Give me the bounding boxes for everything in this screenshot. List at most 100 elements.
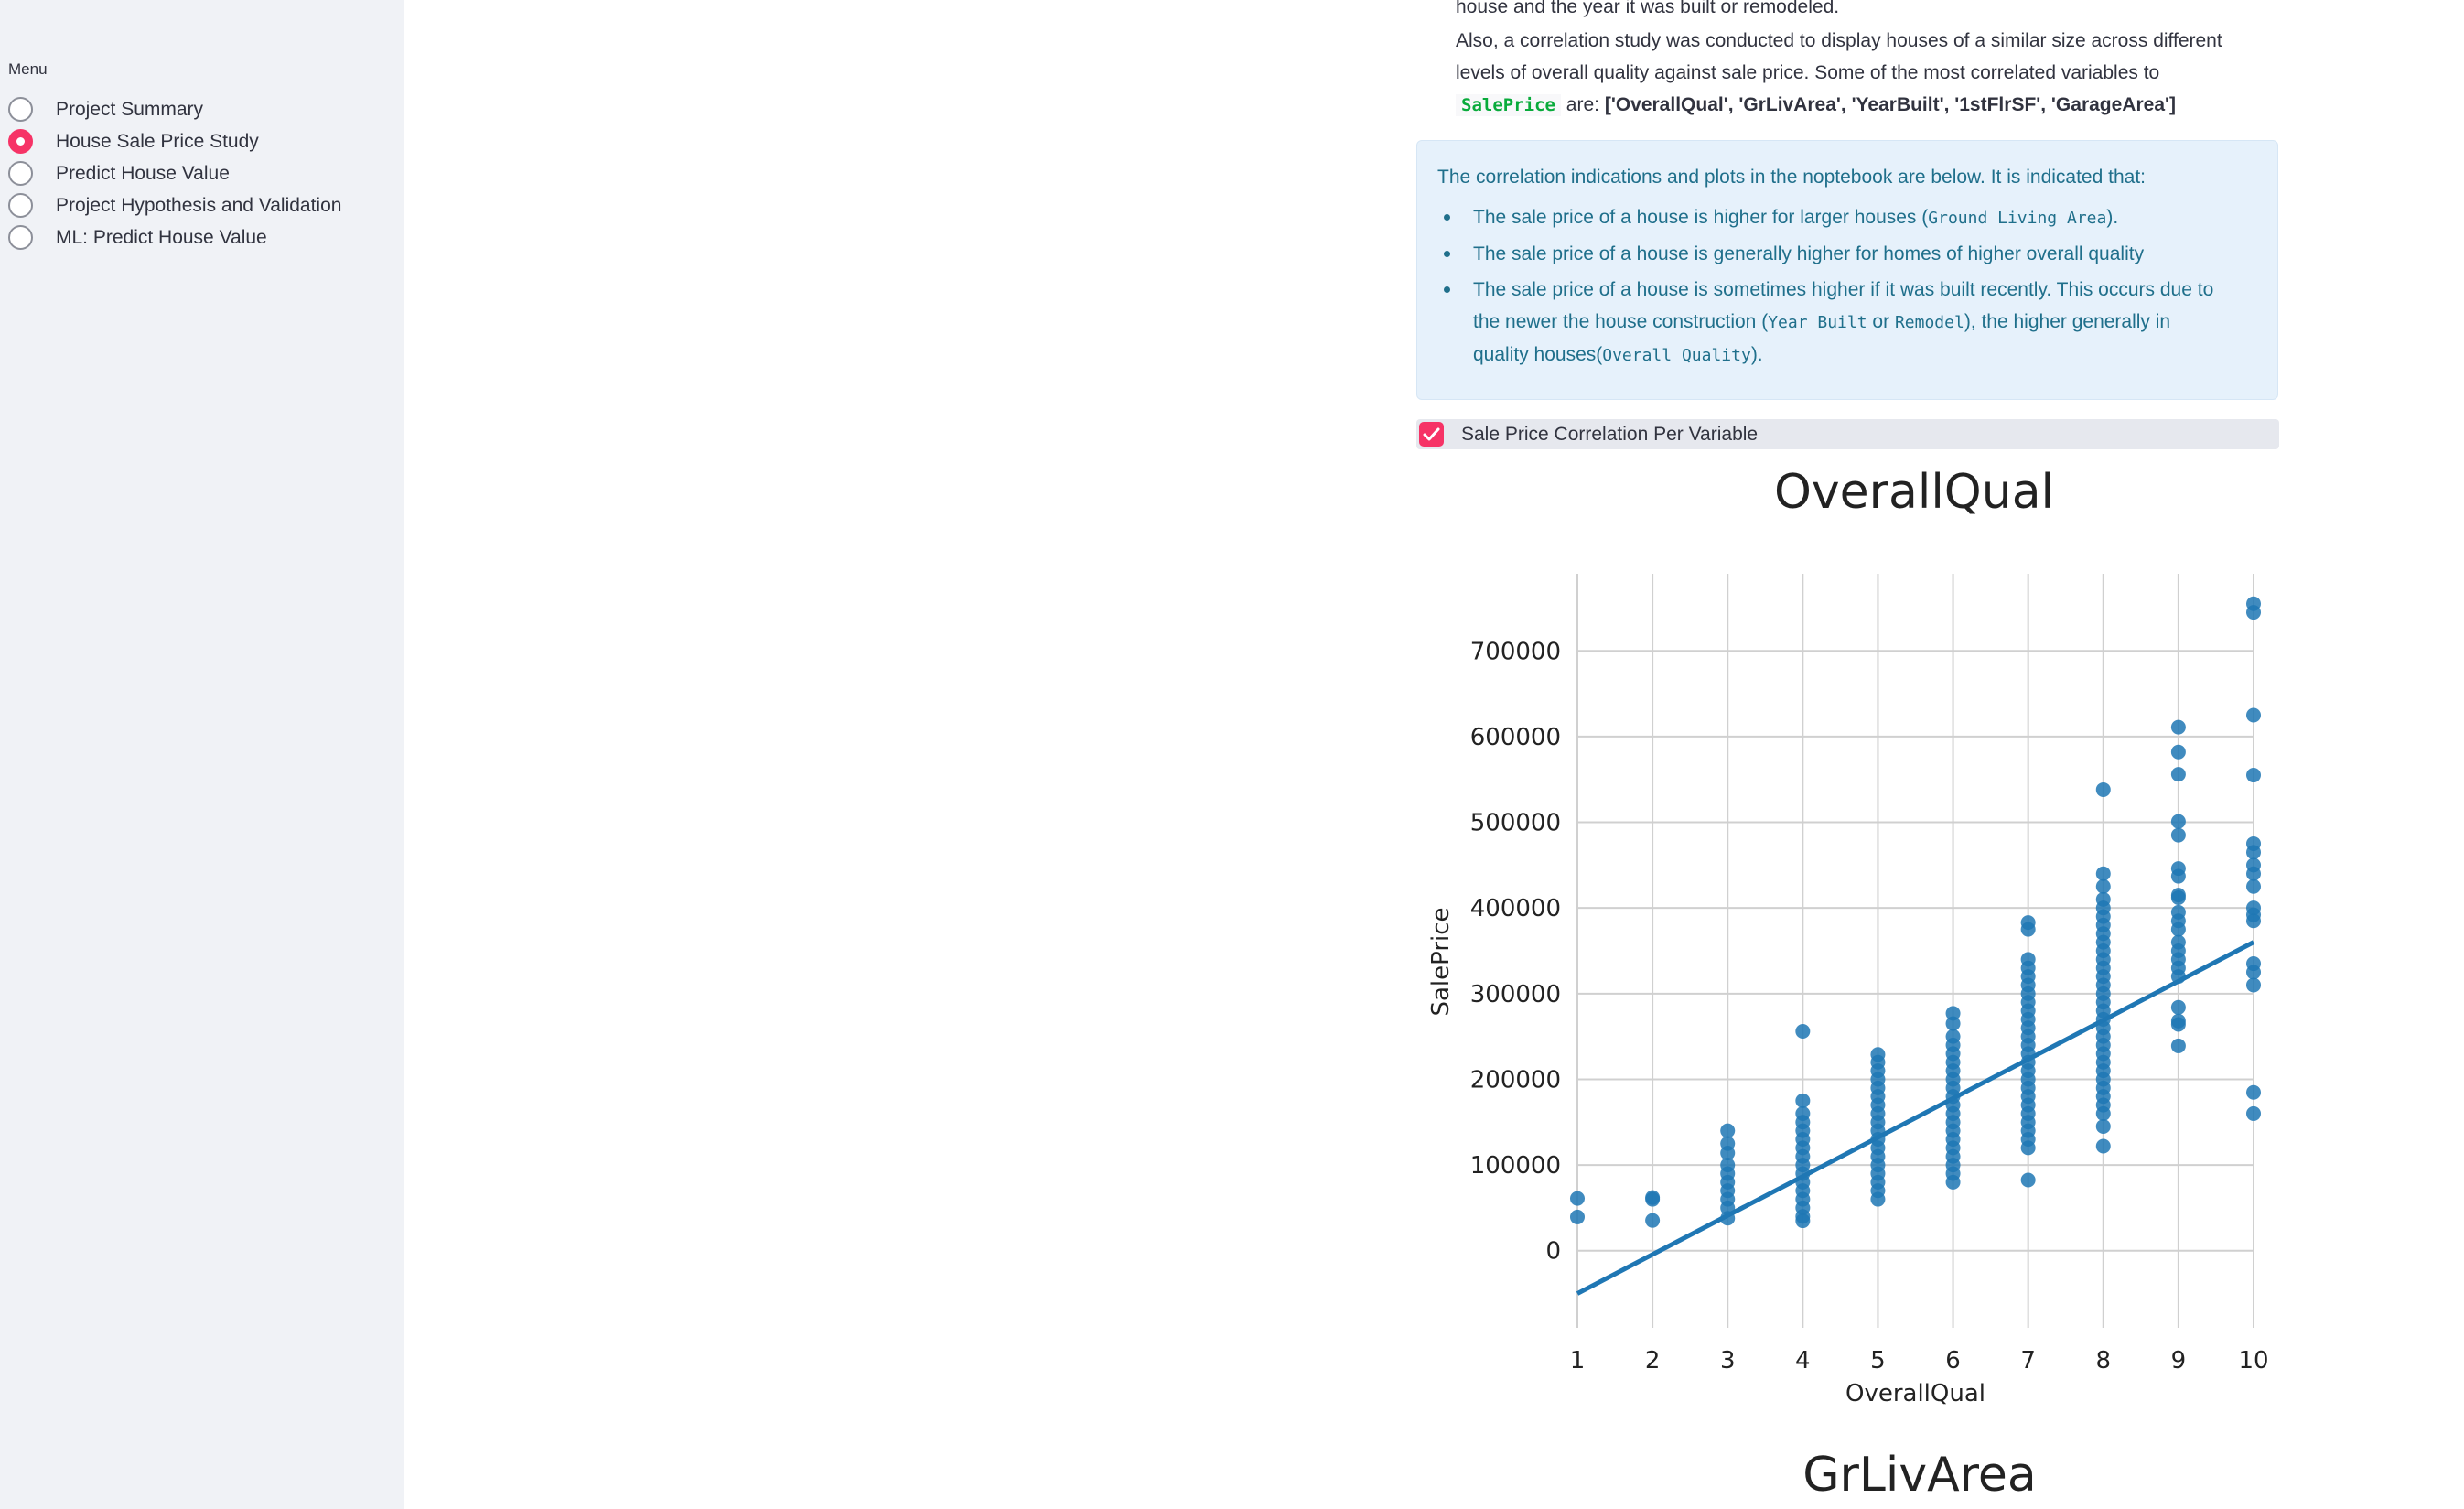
checkbox-label: Sale Price Correlation Per Variable	[1461, 423, 1759, 445]
menu-item-house-sale-price-study[interactable]: House Sale Price Study	[8, 125, 341, 157]
x-tick-label: 5	[1870, 1347, 1886, 1374]
info-item3-line3-end: ).	[1750, 344, 1763, 365]
inline-code: Year Built	[1768, 313, 1867, 332]
data-point	[2170, 719, 2186, 735]
data-point	[1645, 1190, 1661, 1205]
y-tick-label: 600000	[1470, 724, 1561, 751]
x-tick-label: 8	[2096, 1347, 2112, 1374]
info-item1-end: ).	[2106, 207, 2119, 228]
list-item: Also, a correlation study was conducted …	[1416, 25, 2280, 122]
data-point	[2095, 1118, 2111, 1134]
data-point	[2095, 1138, 2111, 1154]
data-point	[2095, 866, 2111, 881]
data-point	[1795, 1213, 1811, 1229]
sidebar: Menu Project Summary House Sale Price St…	[0, 0, 404, 1509]
regression-line	[1576, 940, 2255, 1296]
y-tick-label: 200000	[1470, 1066, 1561, 1094]
x-tick-label: 7	[2020, 1347, 2036, 1374]
inline-code: Ground Living Area	[1928, 209, 2107, 228]
data-point	[2170, 767, 2186, 782]
menu-item-label: ML: Predict House Value	[56, 226, 267, 248]
menu-radio-group: Project Summary House Sale Price Study P…	[8, 93, 341, 253]
info-item2-text: The sale price of a house is generally h…	[1473, 243, 2145, 264]
y-tick-label: 500000	[1470, 810, 1561, 837]
data-point	[1570, 1191, 1585, 1206]
y-tick-label: 0	[1545, 1238, 1561, 1266]
data-point	[2020, 1140, 2036, 1156]
correlation-bullet-list: Also, a correlation study was conducted …	[1416, 25, 2280, 122]
data-point	[1945, 1016, 1961, 1031]
info-intro-text: The correlation indications and plots in…	[1437, 167, 2146, 188]
radio-unchecked-icon[interactable]	[8, 193, 33, 218]
y-tick-label: 400000	[1470, 895, 1561, 922]
inline-code: Remodel	[1894, 313, 1964, 332]
data-point	[2246, 965, 2261, 980]
data-point	[1795, 1024, 1811, 1040]
radio-unchecked-icon[interactable]	[8, 161, 33, 186]
data-point	[2170, 999, 2186, 1015]
x-tick-label: 6	[1945, 1347, 1961, 1374]
data-point	[2170, 889, 2186, 905]
inline-code-saleprice: SalePrice	[1456, 94, 1561, 116]
x-tick-label: 10	[2238, 1347, 2268, 1374]
x-tick-label: 2	[1645, 1347, 1661, 1374]
bullet-text-line1: Also, a correlation study was conducted …	[1456, 30, 2222, 51]
menu-item-predict-house-value[interactable]: Predict House Value	[8, 157, 341, 189]
data-point	[2246, 977, 2261, 993]
data-point	[2095, 1105, 2111, 1121]
x-axis-label: OverallQual	[1845, 1380, 1985, 1407]
info-item3-line1: The sale price of a house is sometimes h…	[1473, 279, 2214, 300]
menu-item-label: Predict House Value	[56, 162, 230, 184]
radio-unchecked-icon[interactable]	[8, 97, 33, 122]
data-point	[2246, 878, 2261, 894]
data-point	[2170, 1017, 2186, 1032]
radio-unchecked-icon[interactable]	[8, 225, 33, 250]
data-point	[1720, 1145, 1736, 1160]
data-point	[2246, 605, 2261, 620]
data-point	[2170, 744, 2186, 760]
info-item1-text: The sale price of a house is higher for …	[1473, 207, 1929, 228]
data-point	[1720, 1123, 1736, 1138]
list-item: The sale price of a house is higher for …	[1437, 201, 2257, 234]
data-point	[2246, 913, 2261, 929]
bullet-text-are: are:	[1566, 94, 1599, 115]
info-alert-box: The correlation indications and plots in…	[1416, 140, 2278, 400]
inline-code: Overall Quality	[1602, 346, 1751, 365]
chart-title: OverallQual	[1774, 465, 2054, 520]
x-tick-label: 4	[1795, 1347, 1811, 1374]
data-point	[2170, 868, 2186, 884]
menu-item-ml-predict-house-value[interactable]: ML: Predict House Value	[8, 221, 341, 253]
correlation-checkbox[interactable]: Sale Price Correlation Per Variable	[1416, 419, 2279, 449]
data-point	[2095, 878, 2111, 894]
data-point	[2170, 922, 2186, 937]
checkmark-icon	[1423, 427, 1440, 441]
data-point	[2170, 827, 2186, 843]
data-point	[1945, 1006, 1961, 1021]
info-item3-text-end: ), the higher generally in	[1964, 311, 2171, 332]
data-point	[2246, 707, 2261, 723]
y-axis-label: SalePrice	[1427, 907, 1455, 1016]
x-tick-label: 1	[1570, 1347, 1586, 1374]
info-bullet-list: The sale price of a house is higher for …	[1437, 201, 2257, 372]
data-point	[2246, 845, 2261, 860]
data-point	[1570, 1209, 1585, 1224]
info-item3-text: the newer the house construction (	[1473, 311, 1769, 332]
menu-item-project-hypothesis[interactable]: Project Hypothesis and Validation	[8, 189, 341, 221]
menu-label: Menu	[8, 60, 48, 78]
data-point	[1870, 1191, 1886, 1207]
y-tick-label: 700000	[1470, 638, 1561, 665]
next-chart-title: GrLivArea	[1802, 1448, 2037, 1503]
list-item: house and the year it was built or remod…	[1416, 0, 2280, 23]
menu-item-project-summary[interactable]: Project Summary	[8, 93, 341, 125]
radio-checked-icon[interactable]	[8, 129, 33, 154]
checkbox-checked-icon[interactable]	[1419, 422, 1444, 447]
data-point	[2246, 768, 2261, 783]
menu-item-label: House Sale Price Study	[56, 130, 259, 152]
study-bullet-list: house and the year it was built or remod…	[1416, 0, 2280, 23]
list-item: The sale price of a house is sometimes h…	[1437, 274, 2257, 372]
bullet-text-partial: house and the year it was built or remod…	[1456, 0, 1840, 17]
bullet-text-line2: levels of overall quality against sale p…	[1456, 62, 2160, 83]
data-point	[1945, 1174, 1961, 1190]
overallqual-scatter-chart: OverallQual 1 2 3 4 5 6 7 8 9 10 0 100000 200000 30000…	[1427, 465, 2269, 1503]
